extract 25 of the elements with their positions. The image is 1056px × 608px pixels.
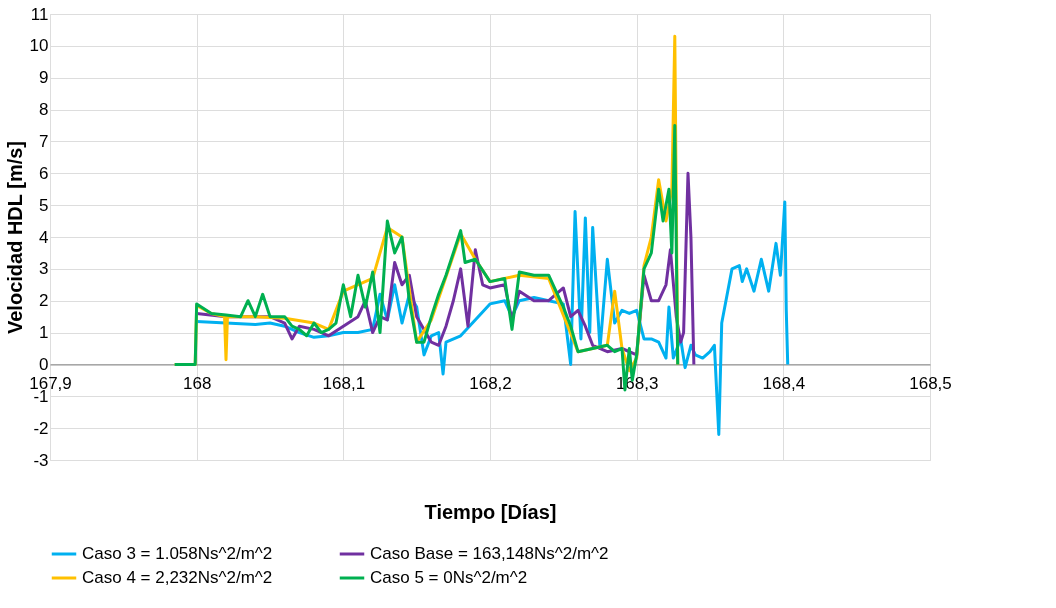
y-tick-label: 2 bbox=[39, 291, 49, 311]
y-tick-label: 11 bbox=[30, 4, 49, 24]
y-tick-label: 4 bbox=[39, 227, 49, 247]
y-tick-label: 0 bbox=[39, 354, 49, 374]
y-tick-label: 6 bbox=[39, 163, 49, 183]
y-tick-label: 5 bbox=[39, 195, 49, 215]
x-tick-label: 168,5 bbox=[909, 373, 952, 393]
y-tick-label: 9 bbox=[39, 68, 49, 88]
y-tick-label: 3 bbox=[39, 259, 49, 279]
x-tick-label: 168,2 bbox=[469, 373, 512, 393]
y-tick-label: 8 bbox=[39, 100, 49, 120]
x-tick-label: 168,4 bbox=[762, 373, 806, 393]
legend-label: Caso 5 = 0Ns^2/m^2 bbox=[370, 568, 528, 587]
y-tick-label: 10 bbox=[29, 36, 49, 56]
y-tick-label: -2 bbox=[33, 418, 49, 438]
x-tick-label: 168 bbox=[182, 373, 212, 393]
x-axis-title: Tiempo [Días] bbox=[424, 500, 557, 523]
legend-label: Caso Base = 163,148Ns^2/m^2 bbox=[370, 544, 609, 563]
x-tick-label: 168,1 bbox=[322, 373, 366, 393]
y-tick-label: 1 bbox=[39, 323, 49, 343]
y-tick-label: 7 bbox=[39, 131, 49, 151]
y-axis-title: Velocidad HDL [m/s] bbox=[3, 140, 26, 335]
y-tick-label: -3 bbox=[33, 450, 49, 470]
legend-label: Caso 4 = 2,232Ns^2/m^2 bbox=[82, 568, 273, 587]
legend-label: Caso 3 = 1.058Ns^2/m^2 bbox=[82, 544, 273, 563]
